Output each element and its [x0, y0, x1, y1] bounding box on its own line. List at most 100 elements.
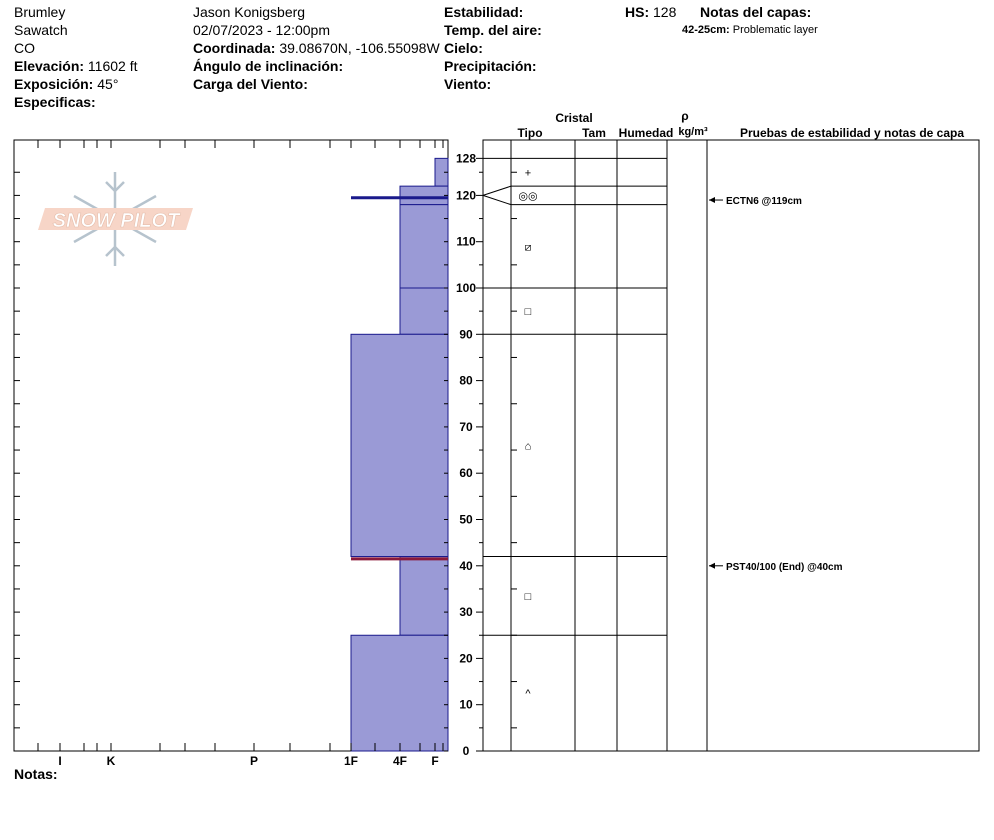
- stability-tests: ECTN6 @119cm PST40/100 (End) @40cm: [709, 196, 843, 573]
- height-tick-label: 40: [459, 559, 473, 573]
- specifics-label: Especificas:: [14, 94, 96, 110]
- col-density-unit-header: kg/m³: [678, 126, 708, 138]
- observer-name: Jason Konigsberg: [193, 4, 306, 20]
- elevation-value: 11602 ft: [87, 58, 138, 74]
- snowpilot-logo: SNOW PILOT: [38, 172, 193, 266]
- site-range: Sawatch: [14, 22, 68, 38]
- height-tick-label: 80: [459, 374, 473, 388]
- specifics-row: Especificas:: [14, 94, 96, 110]
- incline-label: Ángulo de inclinación:: [193, 58, 344, 74]
- wind-label: Viento:: [444, 76, 492, 92]
- elevation-label: Elevación:: [14, 58, 85, 74]
- elevation-row: Elevación: 11602 ft: [14, 58, 137, 74]
- layer-bar: [350, 333, 449, 558]
- grain-symbol: □: [525, 591, 532, 603]
- thin-layer-lines: [351, 196, 448, 561]
- air-temp-row: Temp. del aire:: [444, 22, 542, 38]
- height-tick-label: 0: [463, 744, 470, 758]
- layer-note-text: Problematic layer: [732, 24, 818, 36]
- height-tick-label: 120: [456, 188, 476, 202]
- crystal-table: Cristal Tipo Tam Humedad ρ kg/m³ Pruebas…: [482, 109, 980, 752]
- height-tick-label: 90: [459, 327, 473, 341]
- layer-bar: [434, 157, 449, 187]
- hs-value: 128: [653, 4, 677, 20]
- left-minor-ticks: [14, 171, 448, 752]
- boundary-connector: [482, 194, 512, 206]
- layer-boundaries: [482, 157, 667, 636]
- test-label: PST40/100 (End) @40cm: [726, 562, 843, 573]
- grain-symbol: ^: [525, 688, 531, 700]
- col-cristal-header: Cristal: [555, 111, 592, 125]
- test-label: ECTN6 @119cm: [726, 196, 802, 207]
- height-tick-label: 10: [459, 698, 473, 712]
- height-tick-label: 20: [459, 651, 473, 665]
- hardness-layers: [350, 157, 449, 752]
- wind-load-label: Carga del Viento:: [193, 76, 308, 92]
- test-arrowhead: [709, 562, 715, 569]
- sky-row: Cielo:: [444, 40, 483, 56]
- grain-symbol: □: [525, 306, 532, 318]
- coordinate-value: 39.08670N, -106.55098W: [279, 40, 440, 56]
- air-temp-label: Temp. del aire:: [444, 22, 542, 38]
- boundary-connector: [482, 185, 512, 196]
- grain-symbol: ⌂: [525, 440, 532, 452]
- height-tick-label: 110: [456, 235, 476, 249]
- stability-row: Estabilidad:: [444, 4, 523, 20]
- test-arrowhead: [709, 197, 715, 204]
- layer-note: 42-25cm: Problematic layer: [682, 24, 818, 36]
- hardness-label: K: [107, 754, 116, 768]
- incline-row: Ángulo de inclinación:: [193, 58, 343, 74]
- notes-row: Notas:: [14, 766, 58, 782]
- layer-notes-title-text: Notas del capas:: [700, 4, 812, 20]
- aspect-label: Exposición:: [14, 76, 94, 92]
- wind-row: Viento:: [444, 76, 491, 92]
- layer-note-range: 42-25cm:: [682, 24, 730, 36]
- height-tick-label: 100: [456, 281, 476, 295]
- height-tick-label: 50: [459, 513, 473, 527]
- grain-symbol: ⧄: [525, 241, 532, 253]
- layer-notes-title: Notas del capas:: [700, 4, 811, 20]
- height-tick-label: 128: [456, 151, 476, 165]
- layer-bar: [399, 204, 449, 289]
- logo-banner: [38, 208, 193, 230]
- col-tam-header: Tam: [582, 126, 606, 140]
- layer-bar: [399, 556, 449, 636]
- height-axis: 0 10 20 30 40 50 60 70 80 90 100 110 120 128: [456, 151, 517, 758]
- col-humedad-header: Humedad: [619, 126, 674, 140]
- hs-label: HS:: [625, 4, 650, 20]
- logo-text: SNOW PILOT: [53, 210, 181, 232]
- table-frame: [482, 139, 980, 752]
- hardness-label: 1F: [344, 754, 358, 768]
- hardness-label: P: [250, 754, 258, 768]
- col-tipo-header: Tipo: [517, 126, 542, 140]
- observation-datetime: 02/07/2023 - 12:00pm: [193, 22, 330, 38]
- aspect-value: 45°: [97, 76, 119, 92]
- site-state: CO: [14, 40, 35, 56]
- sky-label: Cielo:: [444, 40, 483, 56]
- wind-load-row: Carga del Viento:: [193, 76, 308, 92]
- aspect-row: Exposición: 45°: [14, 76, 118, 92]
- hardness-label: F: [431, 754, 438, 768]
- layer-bar: [350, 634, 449, 752]
- site-name: Brumley: [14, 4, 66, 20]
- hardness-label: 4F: [393, 754, 407, 768]
- stability-label: Estabilidad:: [444, 4, 524, 20]
- height-tick-label: 70: [459, 420, 473, 434]
- hardness-plot-frame: [13, 139, 449, 752]
- hardness-axis: I K P 1F 4F F: [37, 140, 444, 768]
- layer-bar: [399, 185, 449, 206]
- notes-label: Notas:: [14, 766, 58, 782]
- hardness-label: I: [58, 754, 61, 768]
- coordinate-row: Coordinada: 39.08670N, -106.55098W: [193, 40, 440, 56]
- precip-label: Precipitación:: [444, 58, 537, 74]
- height-tick-label: 60: [459, 466, 473, 480]
- coordinate-label: Coordinada:: [193, 40, 276, 56]
- snowflake-icon: [73, 172, 157, 266]
- grain-symbol: +: [525, 167, 531, 179]
- col-rho-header: ρ: [681, 109, 688, 123]
- grain-symbols: + ◎◎ ⧄ □ ⌂ □ ^: [518, 167, 537, 700]
- layer-bar: [399, 287, 449, 335]
- height-tick-label: 30: [459, 605, 473, 619]
- col-tests-header: Pruebas de estabilidad y notas de capa: [740, 126, 964, 140]
